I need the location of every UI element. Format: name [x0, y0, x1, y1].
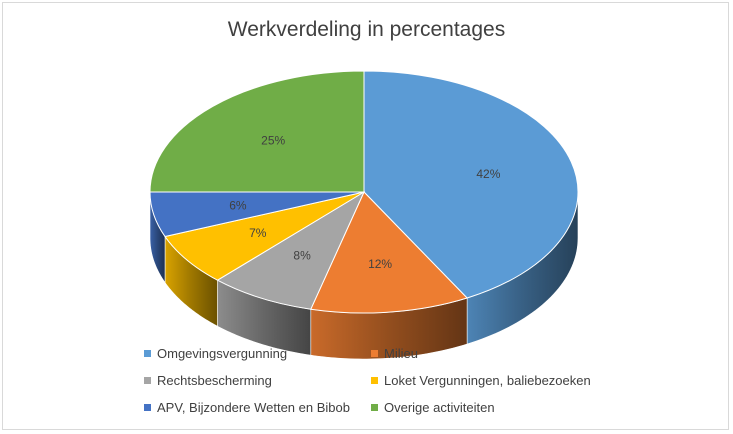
pie-slice-0 — [363, 70, 579, 299]
data-label-0: 42% — [476, 167, 500, 181]
pie-slice-2 — [216, 190, 366, 310]
pie-slice-5 — [149, 70, 365, 193]
pie-slice-1 — [310, 191, 469, 314]
data-label-4: 6% — [229, 199, 247, 213]
data-label-1: 12% — [368, 257, 392, 271]
data-label-5: 25% — [261, 134, 285, 148]
data-label-3: 7% — [249, 226, 267, 240]
data-label-2: 8% — [293, 249, 311, 263]
chart-title: Werkverdeling in percentages — [227, 18, 506, 41]
